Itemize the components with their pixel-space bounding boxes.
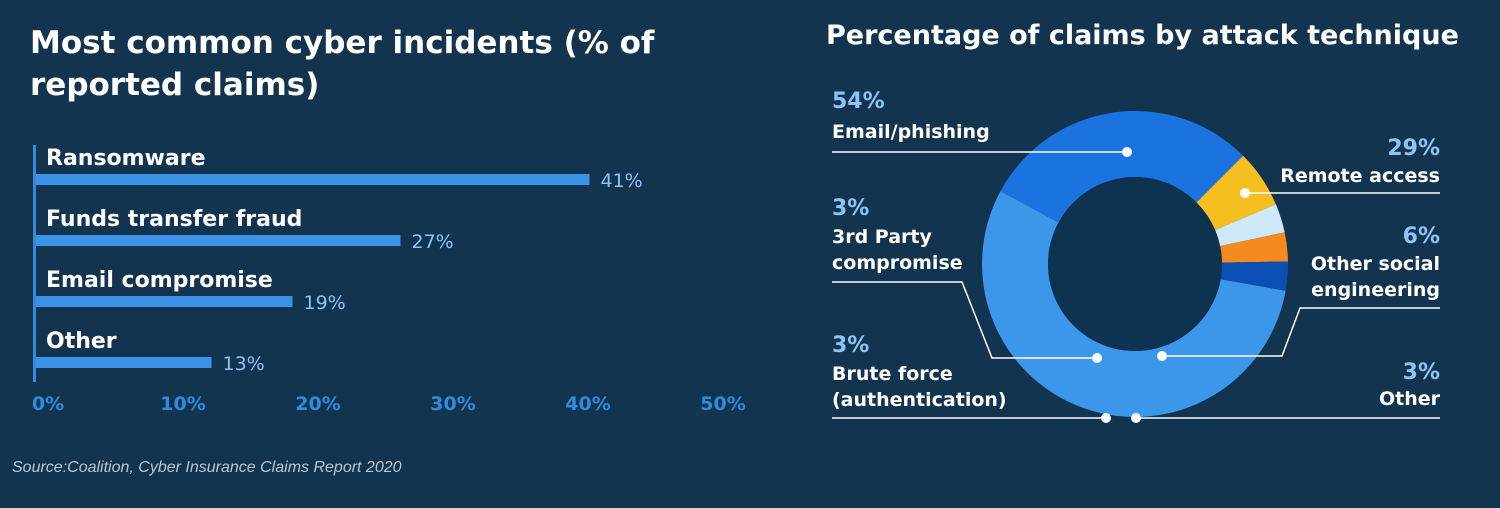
leader-dot-other-social-engineering bbox=[1157, 351, 1167, 361]
x-tick-label-1: 10% bbox=[160, 393, 205, 415]
bar-category-label-email-compromise: Email compromise bbox=[46, 268, 273, 293]
donut-slice-other bbox=[1215, 204, 1285, 246]
leader-line-3rd-party-compromise bbox=[832, 281, 1097, 359]
donut-slice-email-phishing bbox=[981, 191, 1286, 418]
x-tick-label-0: 0% bbox=[32, 393, 64, 415]
donut-value-label-brute-force-authentication: 3% bbox=[832, 333, 869, 358]
donut-category-label-brute-force-authentication-line-2: (authentication) bbox=[832, 389, 1007, 411]
bar-axis-line bbox=[33, 145, 36, 382]
source-note: Source:Coalition, Cyber Insurance Claims… bbox=[12, 459, 402, 476]
x-tick-label-2: 20% bbox=[295, 393, 340, 415]
donut-category-label-brute-force-authentication-line-1: Brute force bbox=[832, 363, 953, 385]
x-tick-label-4: 40% bbox=[565, 393, 610, 415]
bar-chart-title: Most common cyber incidents (% of report… bbox=[30, 25, 655, 103]
donut-category-label-3rd-party-compromise-line-1: 3rd Party bbox=[832, 226, 932, 248]
bar-value-label-email-compromise: 19% bbox=[304, 292, 346, 314]
donut-slice-other-social-engineering bbox=[1196, 155, 1276, 231]
leader-dot-other bbox=[1131, 413, 1141, 423]
bar-category-label-funds-transfer-fraud: Funds transfer fraud bbox=[46, 207, 302, 232]
donut-category-label-other: Other bbox=[1379, 388, 1441, 410]
bar-email-compromise bbox=[36, 296, 293, 307]
bar-other bbox=[36, 357, 212, 368]
x-tick-label-3: 30% bbox=[430, 393, 475, 415]
leader-line-other-social-engineering bbox=[1162, 307, 1440, 357]
donut-category-label-remote-access: Remote access bbox=[1280, 165, 1440, 187]
bar-category-label-ransomware: Ransomware bbox=[46, 146, 206, 171]
donut-category-label-other-social-engineering-line-2: engineering bbox=[1311, 279, 1440, 301]
bar-value-label-ransomware: 41% bbox=[601, 170, 643, 192]
leader-dot-brute-force-authentication bbox=[1101, 413, 1111, 423]
donut-slice-brute-force-authentication bbox=[1220, 261, 1288, 291]
donut-hole bbox=[1048, 177, 1222, 351]
donut-slice-remote-access bbox=[1000, 110, 1244, 223]
donut-category-label-other-social-engineering-line-1: Other social bbox=[1311, 253, 1440, 275]
donut-value-label-email-phishing: 54% bbox=[832, 89, 885, 114]
bar-value-label-other: 13% bbox=[223, 353, 265, 375]
donut-category-label-3rd-party-compromise-line-2: compromise bbox=[832, 252, 963, 274]
leader-dot-3rd-party-compromise bbox=[1092, 353, 1102, 363]
bar-ransomware bbox=[36, 174, 590, 185]
donut-value-label-other: 3% bbox=[1403, 360, 1440, 385]
donut-chart-title: Percentage of claims by attack technique bbox=[826, 20, 1459, 51]
donut-value-label-remote-access: 29% bbox=[1387, 136, 1440, 161]
donut-category-label-email-phishing: Email/phishing bbox=[832, 121, 990, 143]
leader-dot-remote-access bbox=[1240, 188, 1250, 198]
donut-value-label-3rd-party-compromise: 3% bbox=[832, 196, 869, 221]
bar-value-label-funds-transfer-fraud: 27% bbox=[412, 231, 454, 253]
donut-slice-3rd-party-compromise bbox=[1220, 232, 1288, 263]
x-tick-label-5: 50% bbox=[700, 393, 745, 415]
bar-category-label-other: Other bbox=[46, 329, 117, 354]
leader-dot-email-phishing bbox=[1122, 147, 1132, 157]
bar-funds-transfer-fraud bbox=[36, 235, 401, 246]
donut-value-label-other-social-engineering: 6% bbox=[1403, 224, 1440, 249]
